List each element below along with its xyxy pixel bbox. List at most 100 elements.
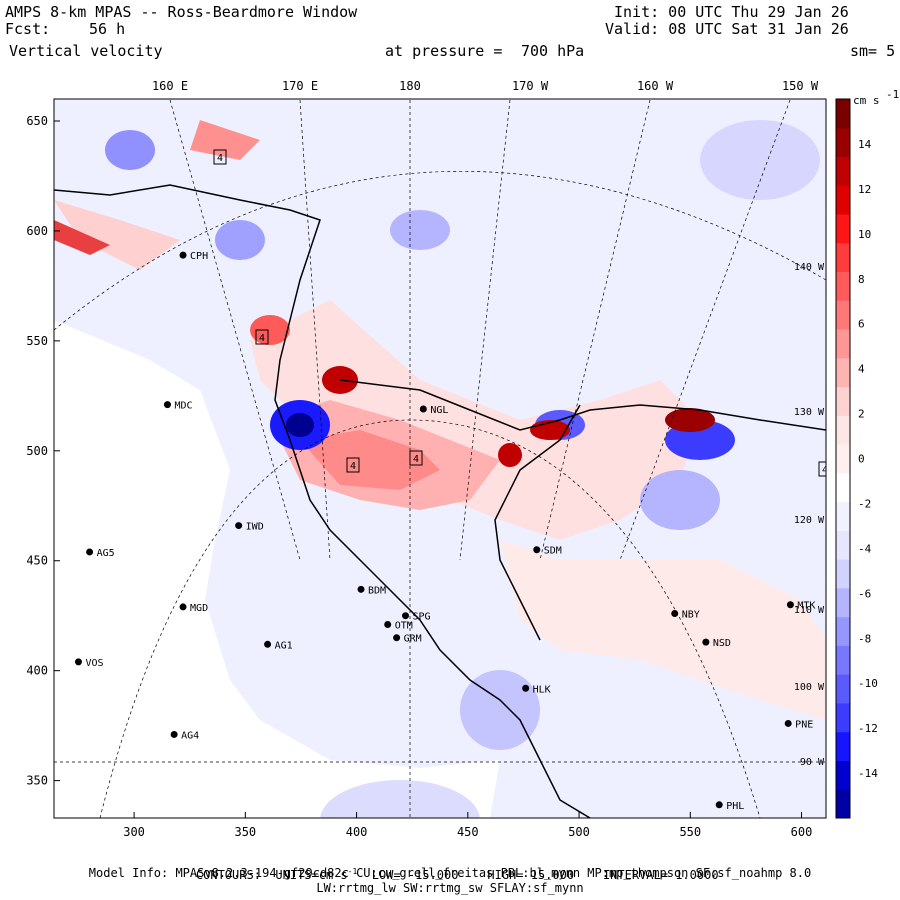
lon-label-top: 170 W <box>512 79 549 93</box>
contours-interval: INTERVAL= 1.0000 <box>602 868 719 882</box>
valid-time: Valid: 08 UTC Sat 31 Jan 26 <box>605 20 849 38</box>
station-label: BDM <box>368 585 386 596</box>
forecast-hour: 56 h <box>89 20 126 38</box>
max-marker <box>818 461 826 477</box>
station-marker <box>786 601 794 609</box>
max-label: 4 <box>350 461 356 472</box>
x-tick-label: 450 <box>457 825 479 839</box>
contours-low: LOW= -15.000 <box>371 868 459 882</box>
graticule-meridians <box>169 99 791 818</box>
field-name: Vertical velocity <box>9 42 163 60</box>
station-marker <box>235 522 243 530</box>
x-tick-label: 550 <box>679 825 701 839</box>
lon-label-right: 110 W <box>794 605 825 616</box>
map-frame <box>53 98 827 819</box>
station-marker <box>86 548 94 556</box>
station-label: IWD <box>246 522 264 533</box>
colorbar-swatch <box>836 415 850 445</box>
max-marker <box>255 329 269 345</box>
colorbar-swatch <box>836 616 850 646</box>
pressure-level: 700 hPa <box>521 42 585 60</box>
colorbar-swatch <box>836 357 850 388</box>
lon-label-right: 90 W <box>800 757 825 768</box>
station-label: GRM <box>404 634 422 645</box>
station-label: OTM <box>395 621 413 632</box>
lon-label-top: 160 E <box>152 79 188 93</box>
lon-label-top: 160 W <box>637 79 674 93</box>
colorbar-swatch <box>836 731 850 761</box>
colorbar-tick-label: 4 <box>858 363 865 376</box>
lon-label-top: 150 W <box>782 79 819 93</box>
contours-units: UNITS=cm s <box>275 868 348 882</box>
x-tick-label: 300 <box>123 825 145 839</box>
max-label: 4 <box>413 454 419 465</box>
lon-label-top: 180 <box>399 79 421 93</box>
model-title: AMPS 8-km MPAS -- Ross-Beardmore Window <box>5 3 358 21</box>
colorbar-swatch <box>836 444 850 474</box>
colorbar-tick-label: -2 <box>858 497 871 510</box>
colorbar-tick-label: 10 <box>858 228 871 241</box>
colorbar-swatch <box>836 99 850 129</box>
colorbar-swatch <box>836 587 850 618</box>
colorbar-swatch <box>836 329 850 359</box>
station-marker <box>522 684 530 692</box>
station-marker <box>163 401 171 409</box>
station-marker <box>402 612 410 620</box>
station-label: SDM <box>544 546 562 557</box>
station-marker <box>533 546 541 554</box>
station-marker <box>393 634 401 642</box>
colorbar-tick-label: -4 <box>858 542 872 555</box>
colorbar-tick-label: -10 <box>858 677 878 690</box>
station-marker <box>419 405 427 413</box>
colorbar-tick-label: 12 <box>858 183 871 196</box>
colorbar-swatch <box>836 386 850 416</box>
station-label: MTK <box>797 601 815 612</box>
x-tick-label: 350 <box>234 825 256 839</box>
max-label: 4 <box>822 465 828 476</box>
colorbar-tick-label: -6 <box>858 587 871 600</box>
station-label: PHL <box>726 801 744 812</box>
y-tick-label: 550 <box>26 334 48 348</box>
max-label: 4 <box>217 153 223 164</box>
colorbar-swatch <box>836 156 850 186</box>
graticule-parallel-2 <box>99 419 761 818</box>
colorbar-swatch <box>836 271 850 301</box>
colorbar-swatch <box>836 214 850 244</box>
lon-label-right: 130 W <box>794 407 825 418</box>
masked-region <box>54 320 500 818</box>
station-marker <box>264 640 272 648</box>
colorbar-swatch <box>836 472 850 503</box>
colorbar-swatch <box>836 645 850 675</box>
y-tick-label: 500 <box>26 444 48 458</box>
max-label: 4 <box>259 333 265 344</box>
colorbar-tick-label: -14 <box>858 767 878 780</box>
colorbar-swatch <box>836 559 850 589</box>
station-marker <box>671 610 679 618</box>
max-marker <box>213 149 227 165</box>
colorbar-tick-label: 6 <box>858 318 865 331</box>
contours-units-exp: -1 <box>347 867 358 876</box>
max-marker <box>346 457 360 473</box>
station-marker <box>179 603 187 611</box>
colorbar-swatch <box>836 674 850 704</box>
station-label: NBY <box>682 610 700 621</box>
station-label: VOS <box>85 658 103 669</box>
contours-high: HIGH= 15.000 <box>487 868 575 882</box>
y-tick-label: 350 <box>26 774 48 788</box>
colorbar-frame <box>835 98 851 819</box>
station-label: AG5 <box>97 548 115 559</box>
station-marker <box>784 719 792 727</box>
lon-label-right: 120 W <box>794 515 825 526</box>
colorbar-units: cm s <box>853 94 880 107</box>
station-marker <box>170 730 178 738</box>
colorbar-units-exp: -1 <box>886 88 899 101</box>
x-tick-label: 600 <box>791 825 813 839</box>
model-info-2: LW:rrtmg_lw SW:rrtmg_sw SFLAY:sf_mynn <box>316 881 584 895</box>
station-label: CPH <box>190 251 208 262</box>
y-tick-label: 650 <box>26 114 48 128</box>
max-marker <box>409 450 423 466</box>
station-label: AG1 <box>275 640 293 651</box>
colorbar-swatch <box>836 530 850 560</box>
